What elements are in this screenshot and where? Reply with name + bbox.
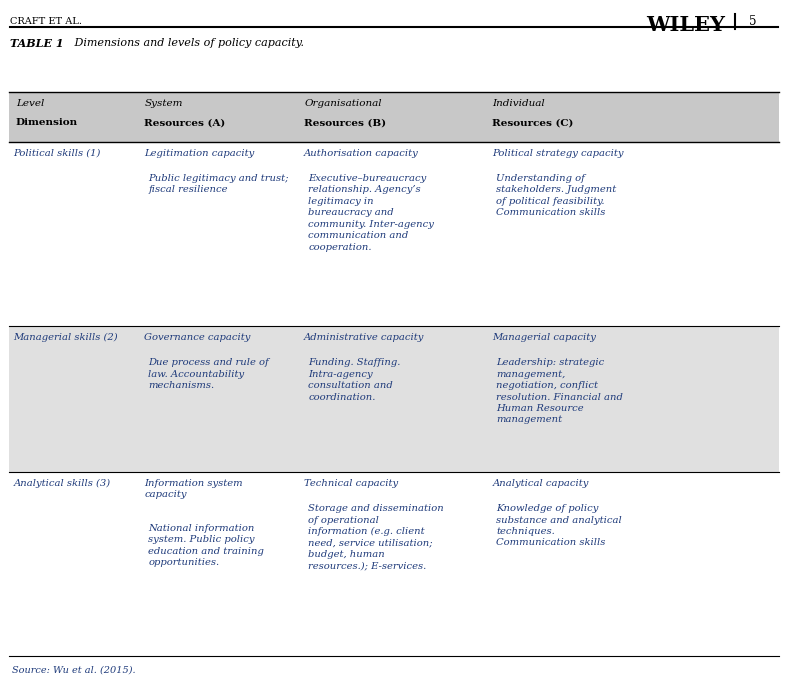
Text: Authorisation capacity: Authorisation capacity [304,149,419,158]
Text: Dimensions and levels of policy capacity.: Dimensions and levels of policy capacity… [64,38,304,48]
Text: Managerial skills (2): Managerial skills (2) [13,333,118,342]
Bar [9,142,779,326]
Text: Storage and dissemination
of operational
information (e.g. client
need, service : Storage and dissemination of operational… [308,504,444,571]
Text: WILEY: WILEY [646,15,725,35]
Text: Technical capacity: Technical capacity [304,479,398,488]
Bar [9,326,779,472]
Text: Resources (B): Resources (B) [304,118,386,127]
Text: Resources (C): Resources (C) [492,118,574,127]
Text: Information system
capacity: Information system capacity [144,479,243,499]
Text: Legitimation capacity: Legitimation capacity [144,149,255,158]
Text: Funding. Staffing.
Intra-agency
consultation and
coordination.: Funding. Staffing. Intra-agency consulta… [308,358,400,402]
Text: Dimension: Dimension [16,118,78,127]
Text: Knowledge of policy
substance and analytical
techniques.
Communication skills: Knowledge of policy substance and analyt… [496,504,623,548]
Text: Political skills (1): Political skills (1) [13,149,101,158]
Text: Source: Wu et al. (2015).: Source: Wu et al. (2015). [12,665,136,674]
Text: Due process and rule of
law. Accountability
mechanisms.: Due process and rule of law. Accountabil… [148,358,269,390]
Text: Executive–bureaucracy
relationship. Agency’s
legitimacy in
bureaucracy and
commu: Executive–bureaucracy relationship. Agen… [308,174,434,252]
Text: Political strategy capacity: Political strategy capacity [492,149,624,158]
Text: Analytical skills (3): Analytical skills (3) [13,479,110,488]
Text: Analytical capacity: Analytical capacity [492,479,589,488]
Text: Leadership: strategic
management,
negotiation, conflict
resolution. Financial an: Leadership: strategic management, negoti… [496,358,623,425]
Text: Level: Level [16,99,44,108]
Bar [9,92,779,142]
Text: Understanding of
stakeholders. Judgment
of political feasibility.
Communication : Understanding of stakeholders. Judgment … [496,174,617,218]
Text: Public legitimacy and trust;
fiscal resilience: Public legitimacy and trust; fiscal resi… [148,174,288,195]
Text: 5: 5 [749,15,756,28]
Text: CRAFT ET AL.: CRAFT ET AL. [10,17,82,26]
Text: Governance capacity: Governance capacity [144,333,251,342]
Text: Administrative capacity: Administrative capacity [304,333,425,342]
Text: Organisational: Organisational [304,99,382,108]
Bar [9,472,779,656]
Text: TABLE 1: TABLE 1 [10,38,64,49]
Text: Individual: Individual [492,99,545,108]
Text: System: System [144,99,183,108]
Text: Managerial capacity: Managerial capacity [492,333,597,342]
Text: Resources (A): Resources (A) [144,118,225,127]
Text: National information
system. Public policy
education and training
opportunities.: National information system. Public poli… [148,524,264,567]
